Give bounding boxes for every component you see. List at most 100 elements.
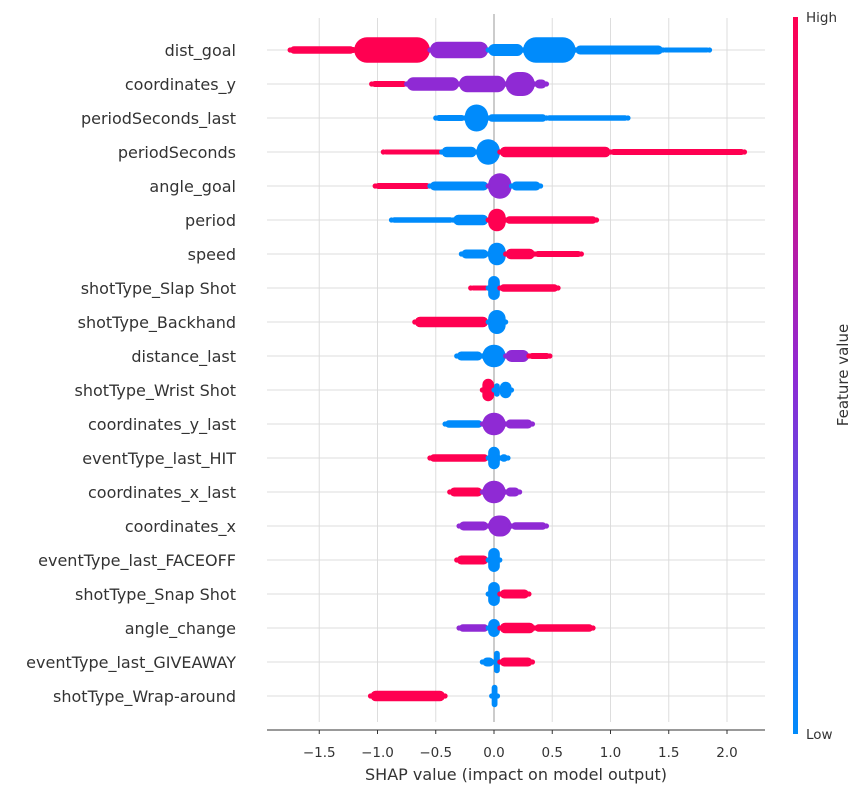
swarm-point xyxy=(497,625,503,631)
swarm-segment xyxy=(505,419,533,429)
swarm-point xyxy=(503,251,509,257)
swarm-segment xyxy=(414,316,489,328)
swarm-point xyxy=(372,183,378,189)
feature-label: shotType_Slap Shot xyxy=(81,279,236,299)
swarm-point xyxy=(491,387,497,393)
feature-label: shotType_Backhand xyxy=(78,313,236,333)
x-axis: −1.5 −1.0 −0.5 0.0 0.5 1.0 1.5 2.0 xyxy=(267,729,765,761)
swarm-point xyxy=(479,387,485,393)
swarm-segment xyxy=(482,412,506,436)
feature-swarm-11 xyxy=(442,412,536,436)
swarm-point xyxy=(607,149,614,155)
swarm-segment xyxy=(470,285,489,291)
swarm-segment xyxy=(429,181,489,191)
swarm-point xyxy=(388,217,395,223)
swarm-point xyxy=(532,251,538,257)
feature-swarm-5 xyxy=(388,208,600,232)
feature-label: dist_goal xyxy=(165,41,236,61)
feature-label: angle_goal xyxy=(149,177,236,197)
swarm-segment xyxy=(534,251,582,257)
swarm-point xyxy=(503,353,509,359)
swarm-point xyxy=(532,625,538,631)
x-tick-label: 1.5 xyxy=(658,745,679,761)
swarm-segment xyxy=(375,183,430,189)
feature-labels: dist_goal coordinates_y periodSeconds_last… xyxy=(26,41,236,707)
feature-label: distance_last xyxy=(131,347,236,367)
swarm-point xyxy=(468,285,474,291)
swarm-segment xyxy=(449,487,483,497)
swarm-point xyxy=(543,115,550,121)
swarm-point xyxy=(442,421,448,427)
swarm-point xyxy=(526,353,532,359)
swarm-point xyxy=(456,81,462,87)
swarm-segment xyxy=(429,454,489,462)
swarm-point xyxy=(505,455,511,461)
x-tick-label: −1.5 xyxy=(303,745,336,761)
swarm-segment xyxy=(453,47,471,53)
feature-label: period xyxy=(185,211,236,230)
swarm-point xyxy=(427,183,433,189)
swarm-point xyxy=(508,183,515,189)
feature-swarm-9 xyxy=(454,344,553,368)
swarm-point xyxy=(479,659,485,665)
swarm-segment xyxy=(505,350,529,362)
swarm-point xyxy=(456,523,462,529)
swarm-segment xyxy=(488,582,500,606)
swarm-segment xyxy=(499,454,508,462)
feature-label: coordinates_y_last xyxy=(88,415,236,435)
swarm-segment xyxy=(453,214,489,226)
swarm-segment xyxy=(528,353,550,359)
swarm-segment xyxy=(499,622,535,634)
feature-swarm-6 xyxy=(458,242,584,266)
swarm-point xyxy=(660,47,666,53)
swarm-segment xyxy=(461,249,489,259)
swarm-point xyxy=(485,523,491,529)
swarm-point xyxy=(485,183,491,189)
swarm-segment xyxy=(488,515,512,537)
swarm-point xyxy=(458,251,464,257)
swarm-point xyxy=(485,251,491,257)
feature-swarm-14 xyxy=(456,515,550,537)
swarm-point xyxy=(529,421,536,427)
swarm-segment xyxy=(523,37,576,63)
swarm-point xyxy=(489,693,495,699)
swarm-segment xyxy=(511,181,541,191)
swarm-point xyxy=(503,319,509,325)
swarm-segment xyxy=(499,589,529,599)
swarm-segment xyxy=(505,248,535,260)
swarm-segment xyxy=(435,115,465,121)
swarm-segment xyxy=(575,45,663,55)
swarm-point xyxy=(494,693,501,699)
swarm-segment xyxy=(488,446,500,470)
feature-label: periodSeconds xyxy=(118,143,236,162)
swarm-point xyxy=(433,115,439,121)
swarm-segment xyxy=(494,650,500,674)
swarm-segment xyxy=(482,378,494,402)
swarm-point xyxy=(447,489,453,495)
swarm-segment xyxy=(499,381,512,399)
feature-swarm-19 xyxy=(367,684,501,708)
swarm-point xyxy=(497,149,503,155)
swarm-point xyxy=(590,625,596,631)
feature-label: angle_change xyxy=(125,619,236,639)
swarm-segment xyxy=(464,104,489,132)
feature-swarm-16 xyxy=(485,582,532,606)
swarm-segment xyxy=(511,522,547,530)
feature-label: speed xyxy=(188,245,236,264)
swarm-point xyxy=(503,217,509,223)
swarm-segment xyxy=(505,216,597,224)
swarm-segment xyxy=(383,149,442,155)
swarm-point xyxy=(503,421,509,427)
swarm-segment xyxy=(459,624,489,632)
feature-swarm-7 xyxy=(468,276,561,300)
swarm-point xyxy=(479,353,485,359)
colorbar-high-label: High xyxy=(806,10,837,26)
feature-swarm-17 xyxy=(456,619,596,637)
swarm-segment xyxy=(534,624,594,632)
swarm-segment xyxy=(456,555,489,565)
swarm-point xyxy=(491,659,497,665)
swarm-point xyxy=(517,489,523,495)
feature-swarm-13 xyxy=(447,480,523,504)
swarm-segment xyxy=(441,146,477,158)
swarm-point xyxy=(485,319,491,325)
